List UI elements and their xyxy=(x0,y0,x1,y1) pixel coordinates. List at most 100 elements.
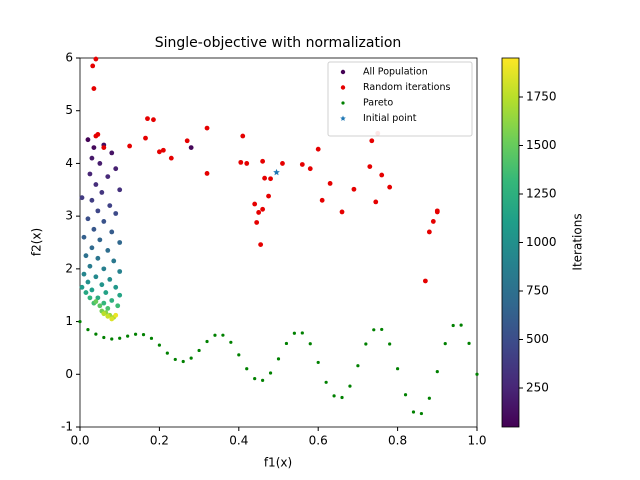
point xyxy=(380,327,384,332)
point xyxy=(299,162,305,167)
point xyxy=(332,394,336,398)
colorbar-tick-label: 1500 xyxy=(526,138,557,152)
initial-point xyxy=(273,168,280,176)
point xyxy=(316,360,320,365)
legend-marker xyxy=(340,85,346,90)
point xyxy=(95,208,101,214)
point xyxy=(238,159,244,165)
point xyxy=(205,339,209,344)
point xyxy=(79,195,85,201)
point xyxy=(111,258,117,264)
point xyxy=(133,332,138,336)
point xyxy=(165,351,169,355)
point xyxy=(101,266,107,272)
point xyxy=(280,161,285,166)
point xyxy=(118,336,122,340)
point xyxy=(81,234,87,240)
point xyxy=(93,56,99,62)
point xyxy=(89,197,95,203)
point xyxy=(117,292,123,298)
point xyxy=(113,284,119,290)
point xyxy=(221,333,225,337)
colorbar-tick-label: 500 xyxy=(526,332,549,346)
point xyxy=(419,411,424,416)
point xyxy=(81,271,87,277)
colorbar-tick-label: 750 xyxy=(526,284,549,298)
point xyxy=(300,331,304,335)
point xyxy=(101,311,107,317)
plot-frame xyxy=(79,57,478,428)
point xyxy=(117,187,123,193)
point xyxy=(268,371,273,375)
point xyxy=(204,171,210,176)
point xyxy=(97,237,103,243)
legend-marker xyxy=(341,101,345,105)
point xyxy=(95,255,101,261)
point xyxy=(319,197,325,203)
point xyxy=(252,201,258,207)
point xyxy=(327,181,333,186)
point xyxy=(103,290,109,295)
point xyxy=(443,342,447,346)
point xyxy=(101,145,107,151)
point xyxy=(89,287,95,293)
point xyxy=(93,274,99,280)
point xyxy=(85,216,91,222)
point xyxy=(78,319,82,324)
point xyxy=(86,328,90,332)
x-tick-label: 0.0 xyxy=(70,434,89,448)
point xyxy=(266,193,271,199)
point xyxy=(95,132,101,137)
legend-label: All Population xyxy=(363,67,428,78)
point xyxy=(101,219,107,224)
x-tick-label: 0.8 xyxy=(388,434,407,448)
point xyxy=(188,145,194,151)
point xyxy=(256,210,262,215)
point xyxy=(276,357,281,361)
point xyxy=(89,155,95,161)
point xyxy=(107,203,113,209)
legend-marker xyxy=(340,115,346,121)
point xyxy=(105,174,111,180)
point xyxy=(126,334,130,338)
point xyxy=(157,149,162,155)
point xyxy=(435,369,439,374)
point xyxy=(348,384,352,388)
point xyxy=(87,263,93,269)
y-tick-label: -1 xyxy=(61,420,73,434)
point xyxy=(430,219,436,224)
point xyxy=(145,116,150,122)
point xyxy=(240,133,246,139)
point xyxy=(90,63,96,69)
point xyxy=(189,356,193,360)
point xyxy=(340,395,344,400)
point xyxy=(262,175,268,181)
point xyxy=(160,147,166,153)
point xyxy=(94,332,98,336)
point xyxy=(373,199,379,205)
point xyxy=(97,303,103,309)
x-tick-label: 0.2 xyxy=(150,434,169,448)
legend-marker xyxy=(340,69,346,75)
point xyxy=(107,277,113,282)
point xyxy=(351,186,357,192)
point xyxy=(427,396,431,400)
point xyxy=(181,359,185,364)
point xyxy=(110,337,114,341)
point xyxy=(117,240,123,245)
point xyxy=(115,303,121,309)
point xyxy=(434,209,440,215)
point xyxy=(258,242,264,248)
point xyxy=(91,86,97,91)
point xyxy=(83,253,89,259)
y-tick-label: 5 xyxy=(65,103,73,117)
point xyxy=(396,367,400,371)
point xyxy=(261,378,265,383)
point xyxy=(451,323,455,328)
y-tick-label: 4 xyxy=(65,156,73,170)
point xyxy=(109,316,115,322)
point xyxy=(254,220,260,225)
point xyxy=(475,372,479,376)
point xyxy=(308,342,312,346)
